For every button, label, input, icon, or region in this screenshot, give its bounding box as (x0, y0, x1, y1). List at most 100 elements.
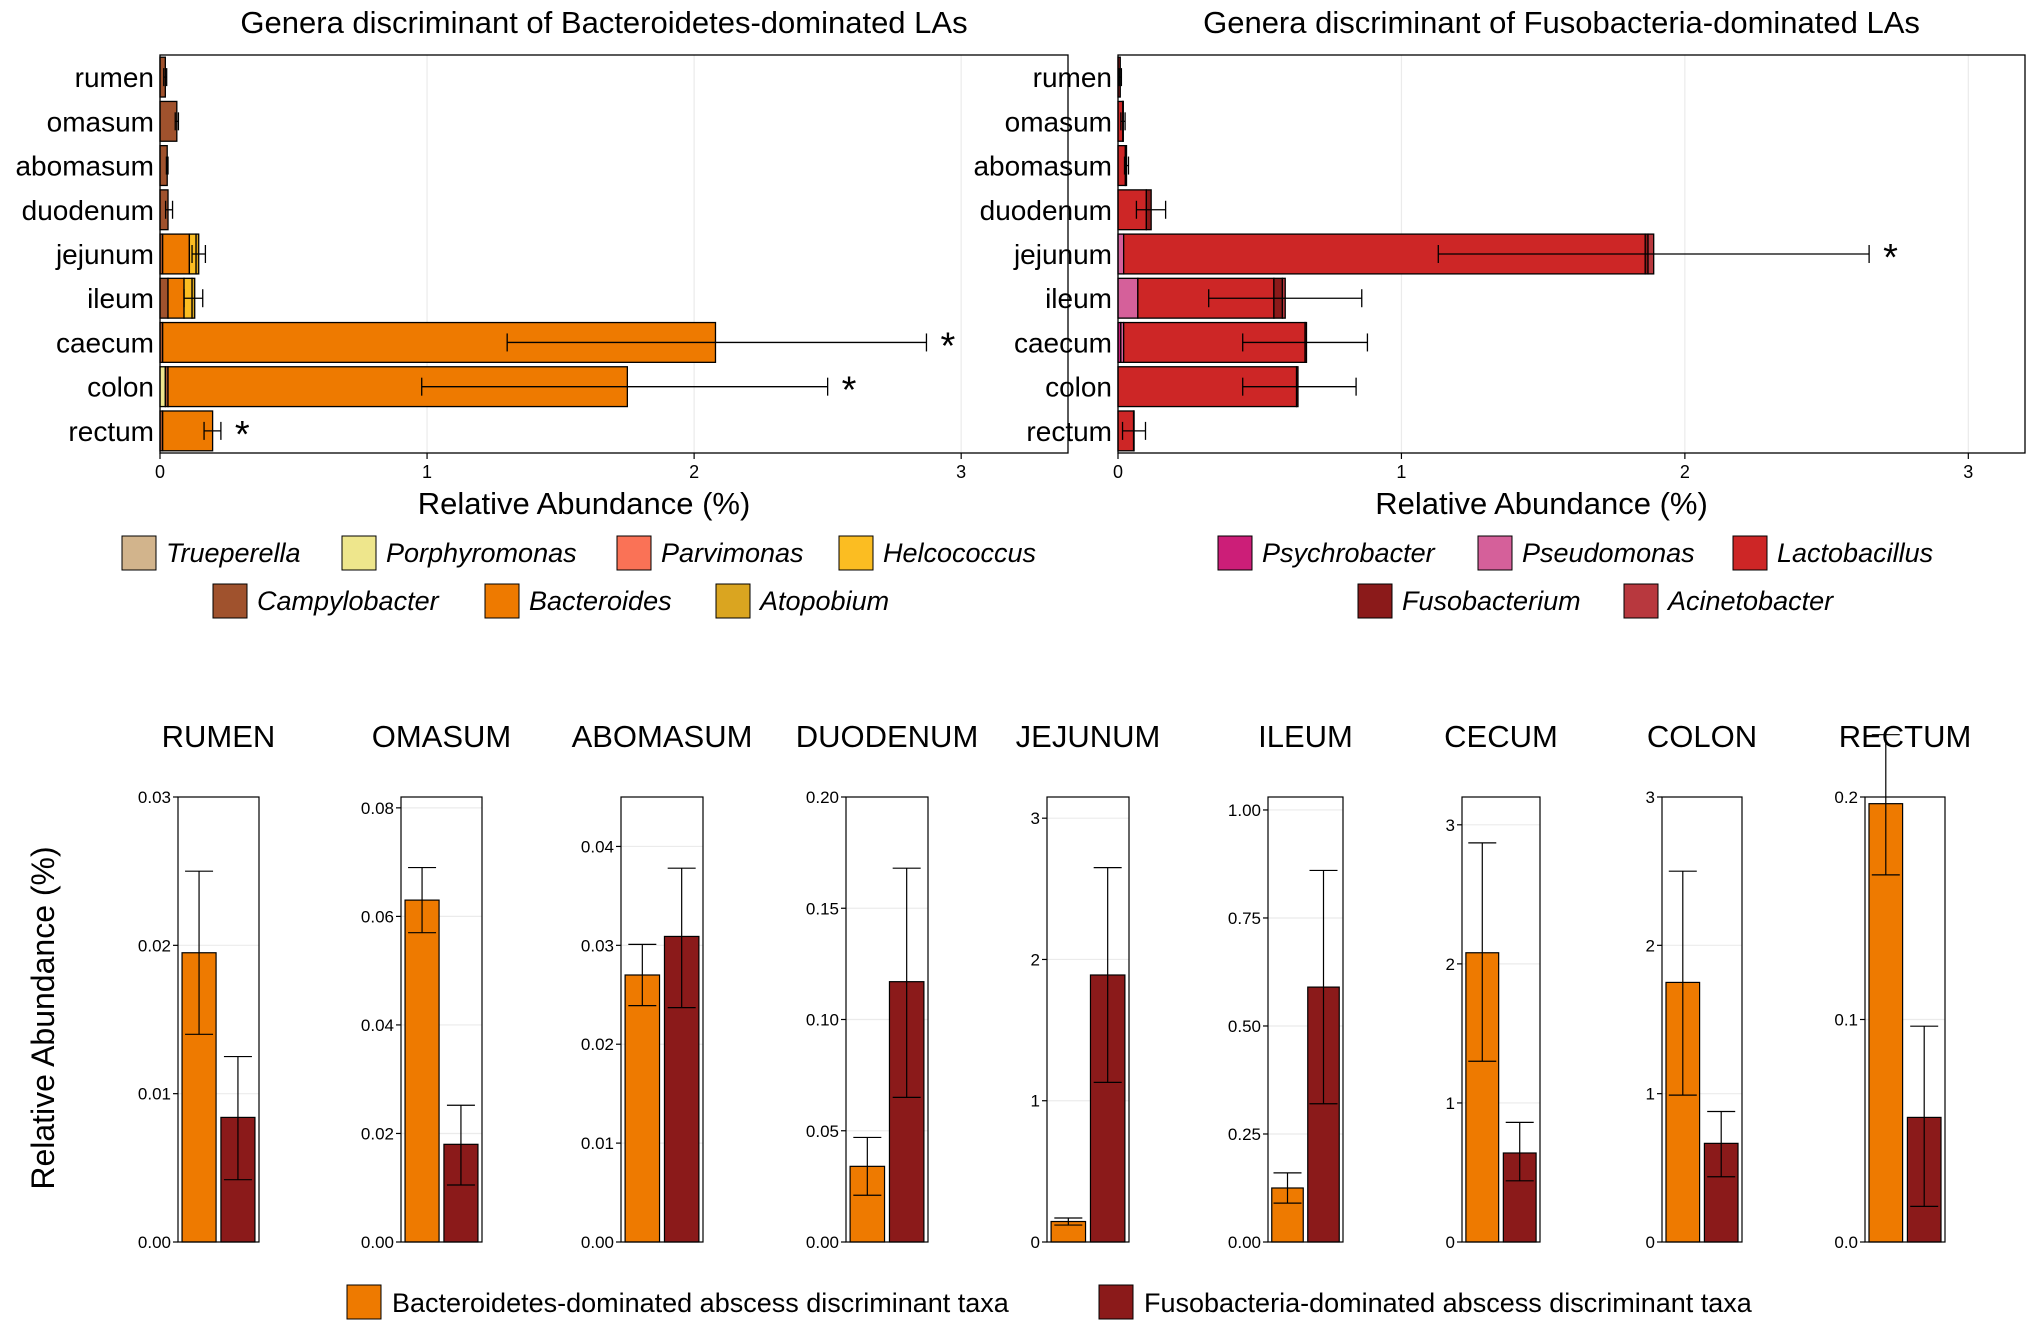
legend-bottom: Bacteroidetes-dominated abscess discrimi… (346, 1284, 1753, 1320)
y-tick-label: 0.08 (361, 799, 394, 818)
category-label-abomasum: abomasum (973, 151, 1112, 182)
y-tick-label: 0.25 (1228, 1125, 1261, 1144)
y-tick-label: 1.00 (1228, 801, 1261, 820)
y-tick-label: 0.15 (806, 899, 839, 918)
panel-title: Genera discriminant of Bacteroidetes-dom… (240, 5, 967, 40)
legend-label-trueperella: Trueperella (166, 538, 301, 568)
y-tick-label: 0.00 (1228, 1233, 1261, 1252)
category-label-abomasum: abomasum (15, 151, 154, 182)
category-label-colon: colon (87, 372, 154, 403)
legend-swatch-acinetobacter (1623, 583, 1659, 619)
plot-frame (620, 796, 704, 1243)
plot-frame (177, 796, 260, 1243)
plot-frame (1461, 796, 1541, 1243)
y-tick-label: 0.02 (581, 1035, 614, 1054)
legend-label-bacteroides: Bacteroides (529, 586, 672, 616)
x-axis-label: Relative Abundance (%) (418, 486, 751, 521)
significance-star: * (235, 414, 250, 456)
y-tick-label: 0.75 (1228, 909, 1261, 928)
y-tick-label: 0.02 (138, 936, 171, 955)
legend-swatch-bacteroidetes (346, 1284, 382, 1320)
panel-title: COLON (1647, 719, 1757, 754)
panel-abomasum: ABOMASUM 0.00 0.01 0.02 0.03 0.04 (572, 719, 753, 1252)
category-label-duodenum: duodenum (22, 195, 154, 226)
y-tick-label: 0.03 (138, 788, 171, 807)
y-tick-label: 3 (1446, 816, 1455, 835)
panel-top-1: Genera discriminant of Bacteroidetes-dom… (15, 5, 1069, 521)
panel-title: ILEUM (1258, 719, 1353, 754)
bar-bacteroidetes (624, 974, 661, 1243)
legend-swatch-lactobacillus (1732, 535, 1768, 571)
bar-omasum-campylobacter (159, 100, 178, 142)
legend-swatch-porphyromonas (341, 535, 377, 571)
panel-jejunum: JEJUNUM 0 1 2 3 (1016, 719, 1161, 1252)
significance-star: * (940, 325, 955, 367)
y-tick-label: 0.20 (806, 788, 839, 807)
bar-bacteroidetes (404, 899, 440, 1243)
y-tick-label: 1 (1646, 1085, 1655, 1104)
y-tick-label: 0 (1446, 1233, 1455, 1252)
significance-star: * (842, 370, 857, 412)
legend-swatch-fusobacteria (1098, 1284, 1134, 1320)
y-tick-label: 0.00 (361, 1233, 394, 1252)
plot-frame (1117, 54, 2026, 454)
y-tick-label: 0.50 (1228, 1017, 1261, 1036)
legend-swatch-psychrobacter (1217, 535, 1253, 571)
legend-label-fusobacterium: Fusobacterium (1402, 586, 1581, 616)
legend-swatch-fusobacterium (1357, 583, 1393, 619)
panel-duodenum: DUODENUM 0.00 0.05 0.10 0.15 0.20 (796, 719, 979, 1252)
y-tick-label: 3 (1646, 788, 1655, 807)
y-tick-label: 0 (1031, 1233, 1040, 1252)
y-tick-label: 3 (1031, 809, 1040, 828)
legend-label-bacteroidetes: Bacteroidetes-dominated abscess discrimi… (392, 1288, 1010, 1318)
x-tick-label: 3 (1963, 462, 1973, 482)
y-tick-label: 0.05 (806, 1122, 839, 1141)
panel-title: DUODENUM (796, 719, 979, 754)
category-label-jejunum: jejunum (1013, 239, 1112, 270)
category-label-caecum: caecum (56, 327, 154, 358)
legend-label-campylobacter: Campylobacter (257, 586, 440, 616)
category-label-duodenum: duodenum (980, 195, 1112, 226)
plot-frame (1661, 796, 1743, 1243)
y-tick-label: 0.00 (806, 1233, 839, 1252)
legend-swatch-atopobium (715, 583, 751, 619)
x-tick-label: 2 (1680, 462, 1690, 482)
panel-title: OMASUM (372, 719, 512, 754)
y-tick-label: 2 (1446, 955, 1455, 974)
panel-rumen: RUMEN 0.00 0.01 0.02 0.03 (138, 719, 275, 1252)
plot-frame (400, 796, 483, 1243)
bar-ileum-bacteroides (167, 277, 185, 319)
y-tick-label: 0.02 (361, 1124, 394, 1143)
x-tick-label: 1 (422, 462, 432, 482)
x-tick-label: 3 (956, 462, 966, 482)
legend-swatch-parvimonas (616, 535, 652, 571)
y-tick-label: 0 (1646, 1233, 1655, 1252)
panel-title: JEJUNUM (1016, 719, 1161, 754)
x-tick-label: 0 (1113, 462, 1123, 482)
panel-rectum: RECTUM 0.0 0.1 0.2 (1834, 719, 1971, 1252)
y-tick-label: 0.04 (581, 837, 614, 856)
category-label-ileum: ileum (87, 283, 154, 314)
legend-fusobacteria: Psychrobacter Pseudomonas Lactobacillus Fus… (1217, 535, 1933, 619)
x-tick-label: 0 (155, 462, 165, 482)
panel-omasum: OMASUM 0.00 0.02 0.04 0.06 0.08 (361, 719, 511, 1252)
bar-jejunum-pseudomonas (1117, 233, 1125, 275)
legend-label-pseudomonas: Pseudomonas (1522, 538, 1695, 568)
legend-swatch-bacteroides (484, 583, 520, 619)
bar-ileum-lactobacillus (1137, 277, 1275, 319)
category-label-omasum: omasum (1005, 106, 1112, 137)
category-label-rectum: rectum (1026, 416, 1112, 447)
panel-title: ABOMASUM (572, 719, 753, 754)
y-tick-label: 0.01 (581, 1134, 614, 1153)
y-tick-label: 0.1 (1834, 1011, 1858, 1030)
significance-star: * (1883, 237, 1898, 279)
category-label-rectum: rectum (68, 416, 154, 447)
legend-label-psychrobacter: Psychrobacter (1262, 538, 1436, 568)
y-tick-label: 2 (1646, 936, 1655, 955)
plot-frame (1046, 796, 1130, 1243)
y-tick-label: 1 (1446, 1094, 1455, 1113)
x-tick-label: 1 (1396, 462, 1406, 482)
legend-swatch-pseudomonas (1477, 535, 1513, 571)
legend-label-lactobacillus: Lactobacillus (1777, 538, 1933, 568)
